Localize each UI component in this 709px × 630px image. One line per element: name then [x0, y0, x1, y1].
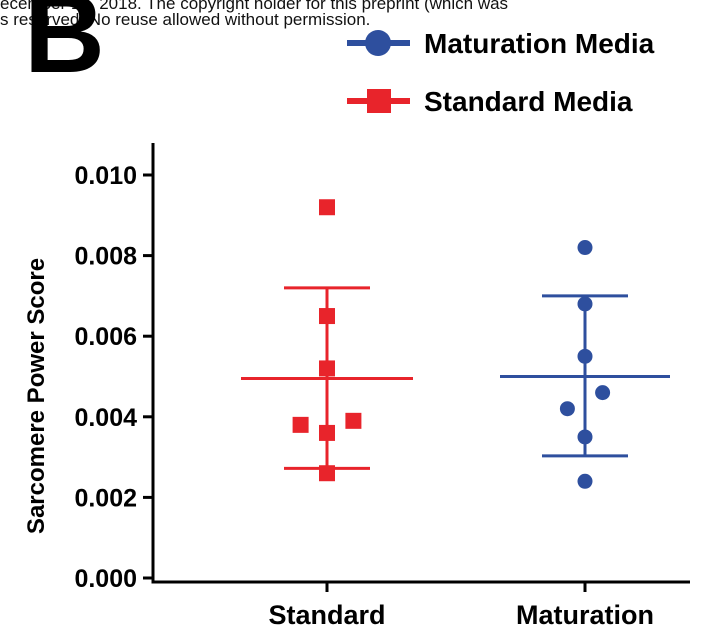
x-category-label: Maturation	[516, 600, 654, 630]
y-tick-label: 0.000	[74, 565, 137, 593]
error-bars	[241, 286, 670, 470]
x-category-label: Standard	[268, 600, 385, 630]
data-point-circle	[559, 401, 575, 417]
header-text-line-2: s reserved. No reuse allowed without per…	[0, 10, 371, 29]
data-point-square	[345, 412, 362, 429]
panel-label: B	[24, 0, 105, 96]
legend-label: Standard Media	[424, 86, 633, 117]
data-point-circle	[577, 429, 593, 445]
data-point-square	[319, 199, 335, 216]
data-point-circle	[577, 240, 593, 256]
data-point-circle	[577, 348, 593, 364]
y-axis-label: Sarcomere Power Score	[23, 258, 50, 534]
data-point-circle	[577, 473, 593, 489]
y-tick-labels: 0.000 0.002 0.004 0.006 0.008 0.010	[74, 162, 137, 593]
legend-label: Maturation Media	[424, 28, 655, 59]
axes	[143, 143, 690, 592]
data-point-circle	[595, 385, 611, 401]
y-tick-label: 0.002	[74, 484, 137, 512]
data-point-square	[319, 465, 335, 482]
y-tick-label: 0.006	[74, 323, 137, 351]
data-point-square	[319, 308, 335, 325]
data-point-square	[319, 424, 335, 441]
legend: Maturation Media Standard Media	[347, 28, 655, 117]
data-point-square	[319, 360, 335, 377]
y-tick-label: 0.008	[74, 243, 137, 271]
legend-marker-square	[367, 89, 391, 113]
data-points	[292, 199, 611, 489]
data-point-circle	[577, 296, 593, 312]
legend-marker-circle	[365, 30, 391, 56]
data-point-square	[292, 416, 309, 433]
y-tick-label: 0.010	[74, 162, 137, 190]
x-category-labels: Standard Maturation	[268, 600, 654, 630]
header-text-line-1: ecember 10, 2018. The copyright holder f…	[0, 0, 509, 13]
y-tick-label: 0.004	[74, 404, 137, 432]
